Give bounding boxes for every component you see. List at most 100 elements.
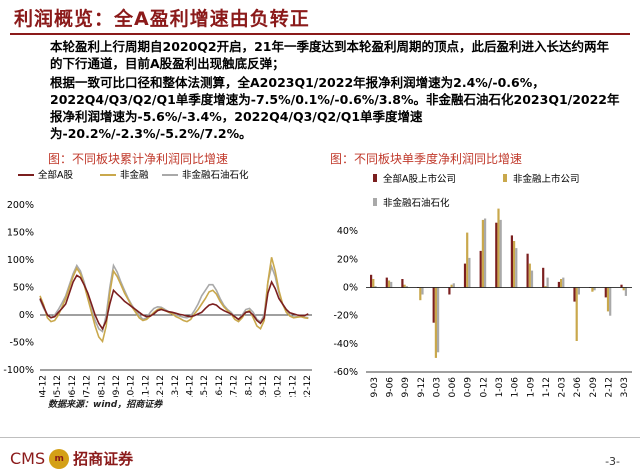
bar <box>466 232 469 288</box>
data-source-note: 数据来源：wind，招商证券 <box>48 400 163 410</box>
bar <box>604 287 607 298</box>
bar <box>450 284 453 288</box>
bar <box>370 274 373 288</box>
y-tick-label: 0% <box>19 310 34 321</box>
x-tick-label: 2020-09 <box>464 377 474 397</box>
x-tick-label: 2006-12 <box>68 375 78 397</box>
y-tick-label: 20% <box>337 254 358 265</box>
x-tick-label: 2021-03 <box>495 377 505 397</box>
x-tick-label: 2021-06 <box>511 377 521 397</box>
legend-swatch <box>503 174 507 182</box>
x-tick-label: 2021-09 <box>526 377 536 397</box>
bar <box>609 287 612 316</box>
bar <box>530 270 534 288</box>
bar <box>622 287 625 291</box>
cumulative-growth-chart-title: 图：不同板块累计净利润同比增速 <box>48 152 229 166</box>
legend-label: 非金融上市公司 <box>513 173 580 185</box>
legend-label: 非金融石油石化 <box>383 197 450 209</box>
bar <box>468 257 471 288</box>
brand-logo: CMS m 招商证券 <box>10 448 133 469</box>
legend-swatch <box>373 174 377 182</box>
x-tick-label: 2016-12 <box>215 375 225 397</box>
legend-item: 非金融 <box>100 169 149 181</box>
bar <box>528 263 531 288</box>
page-number: -3- <box>605 455 620 468</box>
bar <box>372 279 375 288</box>
x-tick-label: 2019-12 <box>417 377 427 397</box>
x-tick-label: 2022-12 <box>303 375 313 397</box>
bar <box>419 287 422 301</box>
bar <box>403 284 406 288</box>
bar <box>463 263 467 288</box>
bar <box>624 287 627 296</box>
bar <box>593 287 596 291</box>
x-tick-label: 2022-06 <box>573 377 583 397</box>
bar <box>387 280 391 288</box>
y-tick-label: 200% <box>7 200 34 211</box>
x-tick-label: 2019-03 <box>370 377 380 397</box>
title-divider <box>10 33 630 35</box>
bar <box>401 279 404 288</box>
bar <box>405 286 408 288</box>
x-tick-label: 2011-12 <box>141 375 151 397</box>
y-tick-label: 40% <box>337 226 358 237</box>
bar <box>620 284 623 288</box>
x-tick-label: 2019-06 <box>385 377 395 397</box>
bar <box>557 281 560 288</box>
bar <box>515 248 518 288</box>
bar <box>499 219 502 288</box>
y-tick-label: 100% <box>7 255 34 266</box>
logo-cms-text: CMS <box>10 449 46 468</box>
summary-paragraph-2: 根据一致可比口径和整体法测算，全A2023Q1/2022年报净利润增速为2.4%… <box>50 75 620 141</box>
x-tick-label: 2015-12 <box>200 375 210 397</box>
x-tick-label: 2014-12 <box>185 375 195 397</box>
bar <box>374 286 377 288</box>
y-tick-label: 50% <box>13 283 34 294</box>
footer-divider <box>0 437 640 438</box>
x-tick-label: 2020-12 <box>479 377 489 397</box>
legend-label: 全部A股上市公司 <box>383 173 456 185</box>
x-tick-label: 2021-12 <box>288 375 298 397</box>
x-tick-label: 2022-03 <box>558 377 568 397</box>
bar <box>513 241 516 288</box>
bar <box>479 250 482 288</box>
cumulative-growth-line-chart: 全部A股 非金融 非金融石油石化 200% 150% 100% 50% 0% -50% -100%… <box>3 169 313 397</box>
bar <box>575 287 578 341</box>
legend-item: 全部A股 <box>18 169 73 181</box>
x-tick-label: 2008-12 <box>97 375 107 397</box>
x-tick-label: 2020-03 <box>432 377 442 397</box>
bar <box>546 277 549 288</box>
y-tick-label: -60% <box>333 367 358 378</box>
bar <box>448 287 451 295</box>
bar <box>560 279 563 288</box>
summary-paragraph-1: 本轮盈利上行周期自2020Q2开启，21年一季度达到本轮盈利周期的顶点，此后盈利… <box>50 39 610 71</box>
bar <box>434 287 437 358</box>
legend-swatch <box>373 198 377 206</box>
legend-item: 非金融石油石化 <box>162 169 249 181</box>
x-tick-label: 2022-12 <box>605 377 615 397</box>
x-tick-label: 2023-03 <box>620 377 630 397</box>
legend-item: 非金融上市公司 <box>503 173 580 185</box>
legend-item: 非金融石油石化 <box>373 197 450 209</box>
bar <box>510 235 513 288</box>
x-tick-label: 2020-12 <box>274 375 284 397</box>
bar <box>497 208 500 288</box>
x-tick-label: 2013-12 <box>171 375 181 397</box>
bar <box>573 287 576 302</box>
y-tick-label: -50% <box>9 338 34 349</box>
bar <box>544 286 547 288</box>
bar <box>606 287 610 312</box>
x-tick-label: 2019-09 <box>401 377 411 397</box>
x-tick-label: 2007-12 <box>83 375 93 397</box>
bar <box>421 287 424 295</box>
bar <box>484 218 487 288</box>
x-tick-label: 2021-12 <box>542 377 552 397</box>
legend-label: 非金融石油石化 <box>182 169 249 181</box>
y-tick-label: -20% <box>333 311 358 322</box>
bar <box>591 287 594 292</box>
quarterly-growth-chart-title: 图：不同板块单季度净利润同比增速 <box>330 152 523 166</box>
y-tick-label: 0% <box>343 283 358 294</box>
x-tick-label: 2005-12 <box>53 375 63 397</box>
legend-label: 非金融 <box>120 169 149 181</box>
